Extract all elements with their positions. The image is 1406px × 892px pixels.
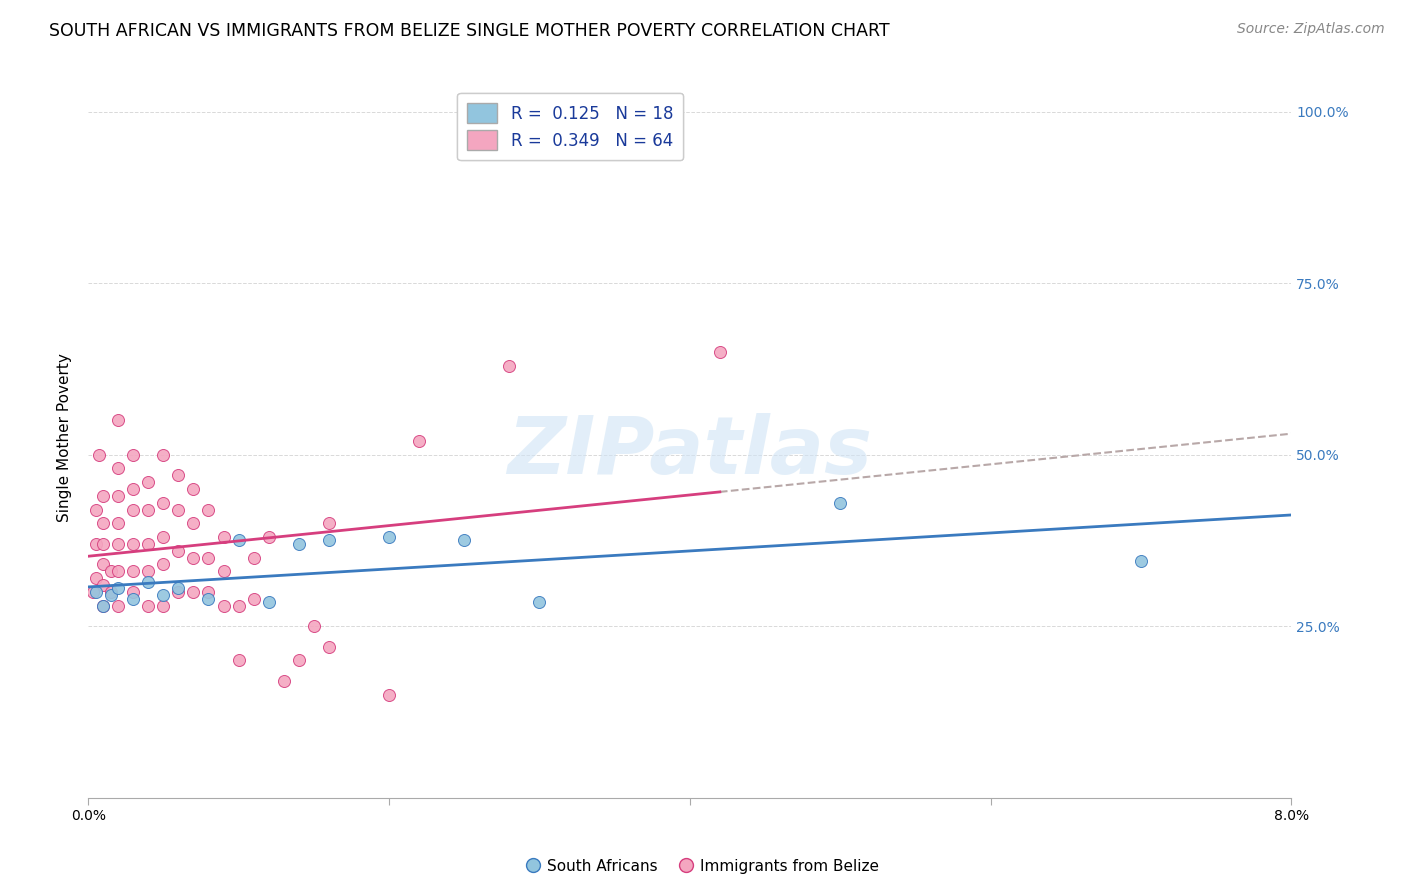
Point <box>136 537 159 551</box>
Point <box>167 468 190 483</box>
Point <box>167 585 190 599</box>
Point <box>84 502 107 516</box>
Point <box>378 530 401 544</box>
Point <box>91 537 114 551</box>
Point <box>107 516 129 531</box>
Point <box>183 482 205 496</box>
Point <box>830 496 852 510</box>
Point <box>122 591 145 606</box>
Point <box>100 564 122 578</box>
Point <box>122 502 145 516</box>
Point <box>152 599 174 613</box>
Point <box>183 516 205 531</box>
Point <box>212 599 235 613</box>
Point <box>107 461 129 475</box>
Text: SOUTH AFRICAN VS IMMIGRANTS FROM BELIZE SINGLE MOTHER POVERTY CORRELATION CHART: SOUTH AFRICAN VS IMMIGRANTS FROM BELIZE … <box>49 22 890 40</box>
Point <box>197 550 219 565</box>
Text: Source: ZipAtlas.com: Source: ZipAtlas.com <box>1237 22 1385 37</box>
Point <box>212 530 235 544</box>
Point <box>152 530 174 544</box>
Point <box>107 537 129 551</box>
Point <box>91 599 114 613</box>
Point <box>107 564 129 578</box>
Point <box>136 574 159 589</box>
Point <box>107 489 129 503</box>
Point <box>242 591 264 606</box>
Point <box>91 516 114 531</box>
Point <box>136 475 159 490</box>
Point <box>228 533 250 548</box>
Y-axis label: Single Mother Poverty: Single Mother Poverty <box>58 353 72 522</box>
Point <box>257 530 280 544</box>
Point <box>107 599 129 613</box>
Point <box>453 533 475 548</box>
Point <box>197 502 219 516</box>
Point <box>318 516 340 531</box>
Point <box>318 533 340 548</box>
Point <box>84 585 107 599</box>
Point <box>242 550 264 565</box>
Point <box>287 537 309 551</box>
Text: ZIPatlas: ZIPatlas <box>508 413 872 491</box>
Point <box>107 582 129 596</box>
Point <box>136 564 159 578</box>
Point <box>122 585 145 599</box>
Point <box>408 434 430 448</box>
Point <box>167 502 190 516</box>
Point <box>302 619 325 633</box>
Point <box>82 585 104 599</box>
Point <box>197 591 219 606</box>
Point <box>228 653 250 667</box>
Point <box>212 564 235 578</box>
Point <box>122 564 145 578</box>
Point <box>136 599 159 613</box>
Point <box>183 585 205 599</box>
Point <box>122 537 145 551</box>
Point <box>122 448 145 462</box>
Point <box>91 489 114 503</box>
Point <box>87 448 110 462</box>
Point <box>167 582 190 596</box>
Point <box>228 599 250 613</box>
Legend: South Africans, Immigrants from Belize: South Africans, Immigrants from Belize <box>520 853 886 880</box>
Point <box>136 502 159 516</box>
Point <box>1129 554 1152 568</box>
Point <box>709 344 731 359</box>
Point <box>84 537 107 551</box>
Point <box>197 585 219 599</box>
Point <box>100 588 122 602</box>
Point <box>183 550 205 565</box>
Point <box>91 558 114 572</box>
Point <box>529 595 551 609</box>
Point <box>122 482 145 496</box>
Point <box>318 640 340 654</box>
Point <box>91 578 114 592</box>
Point <box>378 688 401 702</box>
Point <box>107 413 129 427</box>
Point <box>498 359 520 373</box>
Point <box>91 599 114 613</box>
Point <box>152 588 174 602</box>
Point <box>287 653 309 667</box>
Legend: R =  0.125   N = 18, R =  0.349   N = 64: R = 0.125 N = 18, R = 0.349 N = 64 <box>457 93 683 161</box>
Point <box>257 595 280 609</box>
Point <box>152 448 174 462</box>
Point <box>100 585 122 599</box>
Point <box>84 571 107 585</box>
Point <box>167 543 190 558</box>
Point <box>273 674 295 689</box>
Point <box>152 558 174 572</box>
Point <box>152 496 174 510</box>
